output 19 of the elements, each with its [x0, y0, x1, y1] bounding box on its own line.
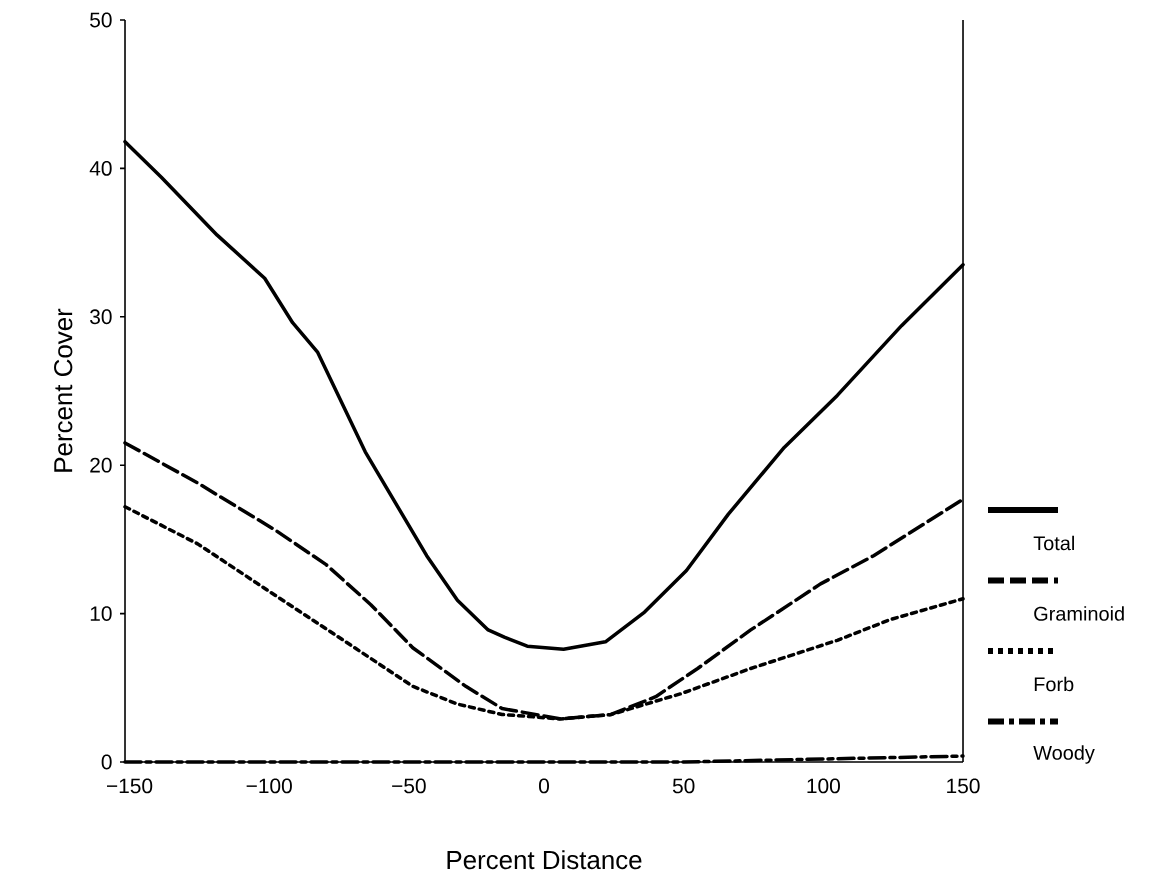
- x-tick-label: −100: [246, 778, 292, 794]
- x-tick-label: −50: [392, 778, 426, 794]
- y-tick-label: 50: [90, 12, 112, 28]
- text: Forb: [1034, 676, 1074, 692]
- x-tick-label: 150: [947, 778, 980, 794]
- y-axis-title: Percent Cover: [54, 308, 73, 472]
- y-tick-label: 30: [90, 309, 112, 325]
- x-tick-label: 0: [539, 778, 550, 794]
- legend-label: Total: [1033, 535, 1074, 551]
- x-tick-label: −150: [106, 778, 153, 794]
- text: Graminoid: [1034, 606, 1124, 621]
- legend-label: Woody: [1033, 745, 1095, 764]
- y-tick-label: 20: [90, 457, 112, 473]
- y-tick-label: 10: [90, 606, 112, 621]
- x-tick-label: 50: [672, 778, 695, 794]
- y-tick-label: 40: [89, 160, 112, 176]
- y-tick-label: 0: [101, 754, 112, 770]
- x-axis-title: Percent Distance: [447, 850, 642, 870]
- x-tick-label: 100: [807, 778, 840, 794]
